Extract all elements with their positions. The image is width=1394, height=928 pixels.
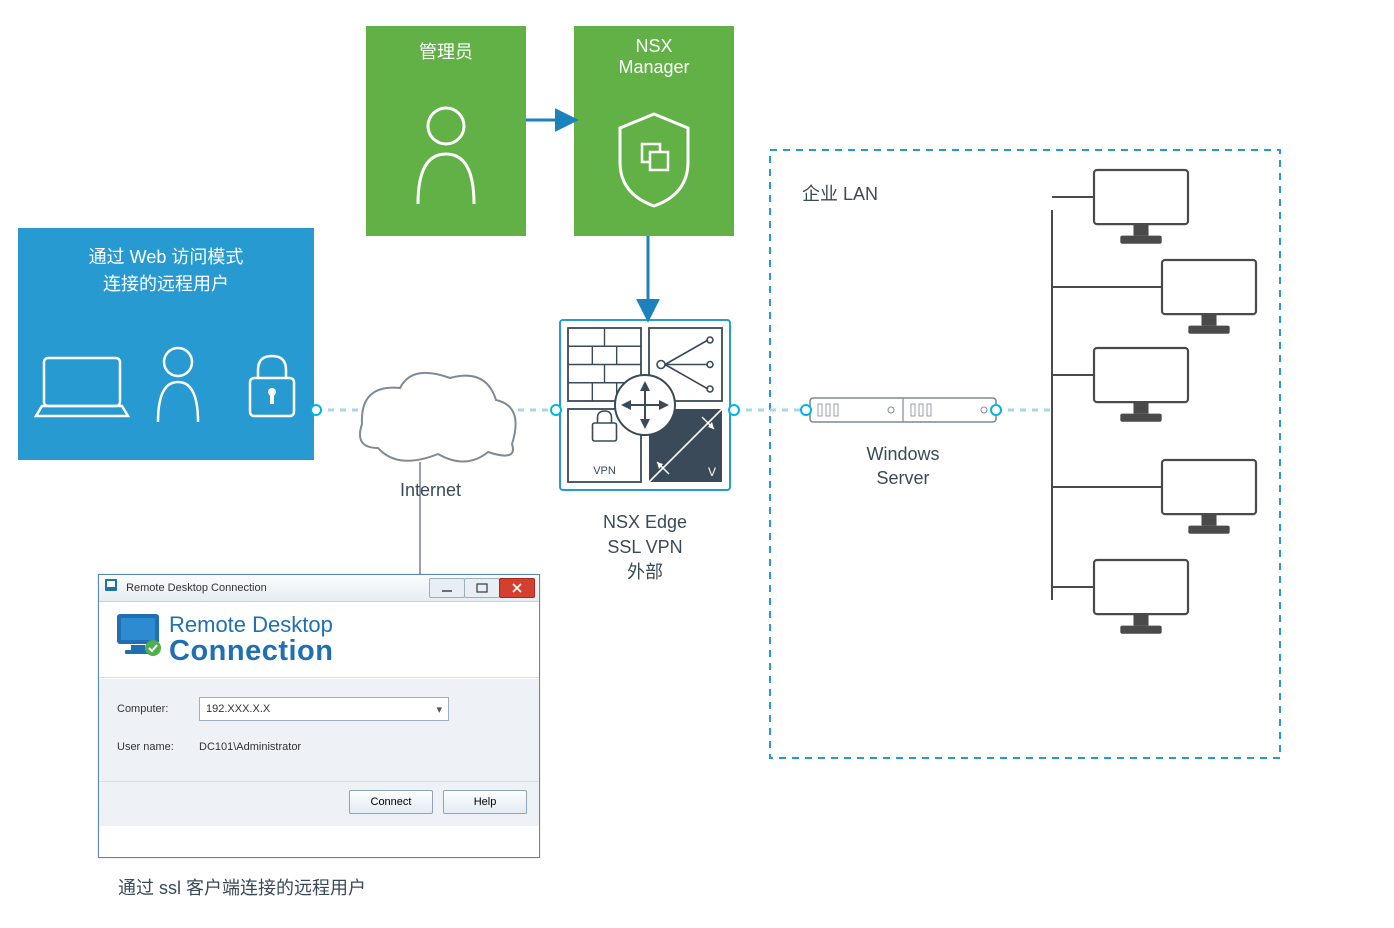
rdp-help-button[interactable]: Help bbox=[443, 790, 527, 814]
rdp-footer: Connect Help bbox=[99, 781, 539, 826]
rdp-title: Remote Desktop Connection bbox=[126, 582, 267, 594]
monitor-icon bbox=[1094, 170, 1188, 244]
cloud-icon bbox=[360, 373, 516, 462]
internet-label: Internet bbox=[400, 480, 461, 501]
rdp-titlebar: Remote Desktop Connection bbox=[99, 575, 539, 602]
windows-server-label: Windows Server bbox=[810, 442, 996, 491]
nsx-edge-label-2: SSL VPN bbox=[560, 535, 730, 560]
connector-dot bbox=[551, 405, 561, 415]
nsx-edge-label: NSX Edge SSL VPN 外部 bbox=[560, 510, 730, 586]
admin-box: 管理员 bbox=[366, 38, 526, 64]
rdp-header: Remote Desktop Connection bbox=[99, 602, 539, 678]
rdp-maximize-button[interactable] bbox=[464, 578, 500, 598]
rdp-close-button[interactable] bbox=[499, 578, 535, 598]
chevron-down-icon: ▾ bbox=[436, 703, 442, 716]
monitor-icon bbox=[1162, 260, 1256, 334]
rdp-header-line1: Remote Desktop bbox=[169, 613, 334, 636]
rdp-body: Computer: 192.XXX.X.X ▾ User name: DC101… bbox=[99, 678, 539, 781]
svg-text:V: V bbox=[708, 465, 716, 479]
rdp-minimize-button[interactable] bbox=[429, 578, 465, 598]
connector-dot bbox=[729, 405, 739, 415]
monitor-icon bbox=[1162, 460, 1256, 534]
rdp-app-icon bbox=[105, 579, 117, 591]
rdp-computer-value: 192.XXX.X.X bbox=[206, 703, 270, 715]
rdp-computer-label: Computer: bbox=[117, 703, 199, 715]
svg-text:VPN: VPN bbox=[593, 465, 616, 477]
nsx-edge-label-3: 外部 bbox=[560, 560, 730, 585]
ssl-client-caption: 通过 ssl 客户端连接的远程用户 bbox=[118, 874, 366, 900]
rdp-username-label: User name: bbox=[117, 741, 199, 753]
nsx-manager-box: NSX Manager bbox=[574, 36, 734, 78]
web-user-line1: 通过 Web 访问模式 bbox=[18, 244, 314, 271]
nsx-manager-label-1: NSX bbox=[574, 36, 734, 57]
web-user-line2: 连接的远程用户 bbox=[18, 271, 314, 298]
monitor-icon bbox=[1094, 560, 1188, 634]
rdp-monitor-icon bbox=[113, 612, 169, 667]
web-user-box: 通过 Web 访问模式 连接的远程用户 bbox=[18, 244, 314, 298]
rdp-computer-combobox[interactable]: 192.XXX.X.X ▾ bbox=[199, 697, 449, 721]
rdp-window: Remote Desktop Connection Remote Desktop… bbox=[98, 574, 540, 858]
ws-label-1: Windows bbox=[810, 442, 996, 466]
rdp-header-line2: Connection bbox=[169, 636, 334, 666]
connector-dot bbox=[311, 405, 321, 415]
rdp-connect-button[interactable]: Connect bbox=[349, 790, 433, 814]
rdp-username-value: DC101\Administrator bbox=[199, 741, 301, 753]
connector-dot bbox=[801, 405, 811, 415]
nsx-manager-label-2: Manager bbox=[574, 57, 734, 78]
connector-dot bbox=[991, 405, 1001, 415]
monitor-icon bbox=[1094, 348, 1188, 422]
admin-label: 管理员 bbox=[366, 38, 526, 64]
ws-label-2: Server bbox=[810, 466, 996, 490]
lan-label: 企业 LAN bbox=[802, 180, 878, 206]
nsx-edge-label-1: NSX Edge bbox=[560, 510, 730, 535]
